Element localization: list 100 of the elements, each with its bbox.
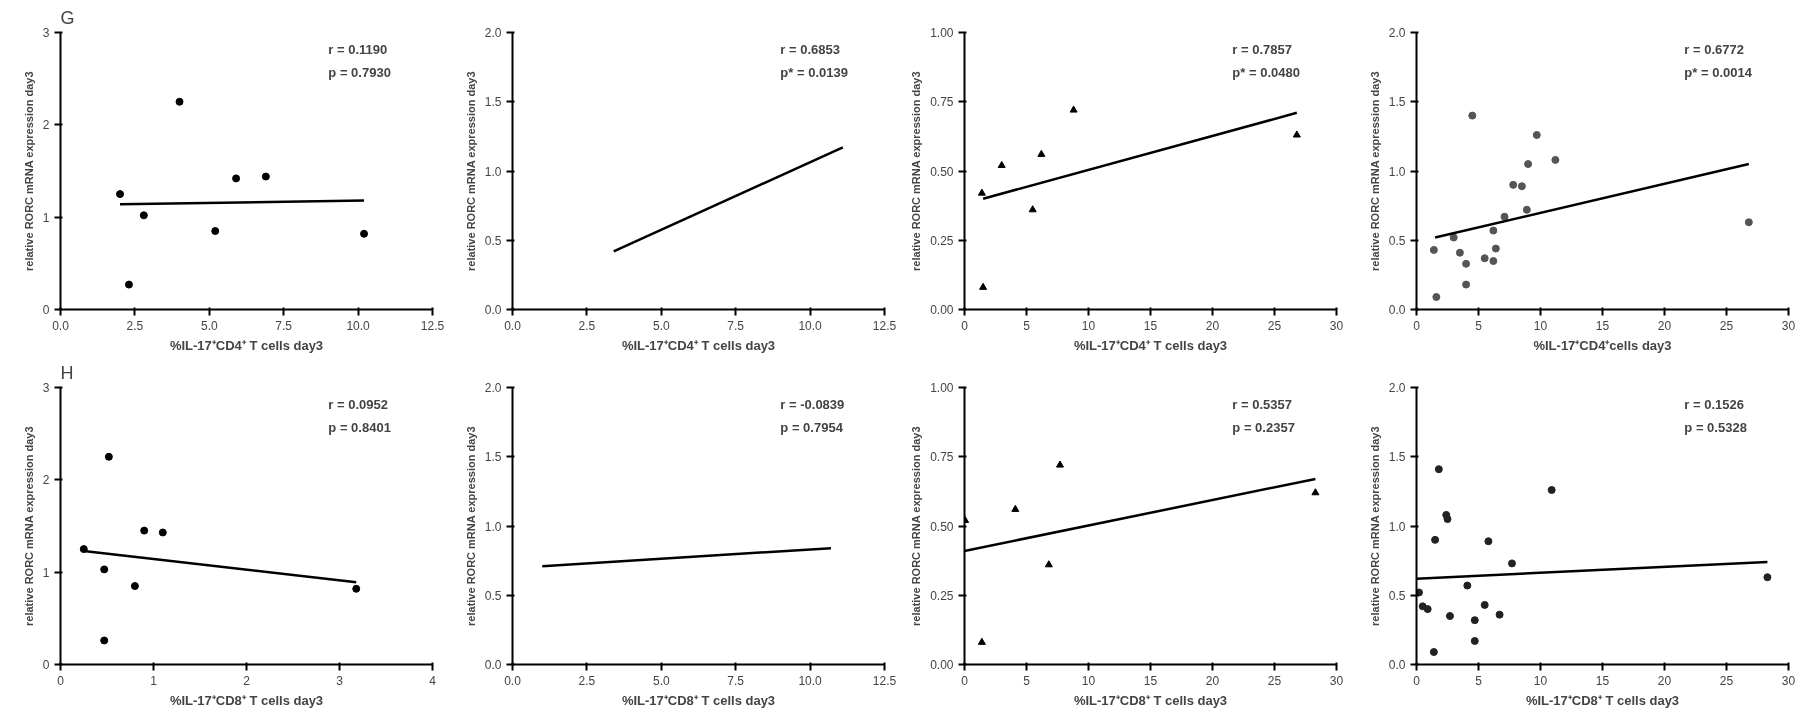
x-tick-label: 2 — [243, 673, 251, 688]
x-tick-label: 0 — [961, 318, 969, 333]
x-tick-label: 5 — [1023, 673, 1031, 688]
y-tick-label: 1.0 — [484, 519, 502, 534]
x-tick-label: 5 — [1023, 318, 1031, 333]
x-tick-label: 12.5 — [872, 673, 897, 688]
x-tick-label: 15 — [1595, 318, 1610, 333]
x-tick-label: 25 — [1267, 673, 1282, 688]
y-tick-label: 0 — [42, 658, 50, 672]
chart-title: H — [60, 362, 74, 383]
y-axis-title: relative RORC mRNA expression day3 — [1368, 71, 1381, 271]
y-tick-label: 0 — [42, 303, 50, 317]
x-tick-label: 7.5 — [727, 318, 745, 333]
x-tick-label: 2.5 — [126, 318, 144, 333]
x-tick-label: 30 — [1781, 673, 1796, 688]
y-tick-label: 0.0 — [1388, 658, 1406, 672]
y-axis-title: relative RORC mRNA expression day3 — [22, 426, 35, 626]
annotation: p* = 0.0014 — [1684, 65, 1753, 81]
annotation: r = 0.5357 — [1232, 396, 1292, 412]
x-tick-label: 2.5 — [578, 318, 596, 333]
y-tick-label: 0.5 — [484, 233, 502, 248]
y-tick-label: 1.00 — [930, 381, 954, 395]
annotation: p = 0.8401 — [328, 420, 391, 436]
y-tick-label: 1.5 — [1388, 450, 1406, 465]
x-tick-label: 20 — [1205, 673, 1220, 688]
x-tick-label: 10 — [1081, 318, 1096, 333]
annotation: p* = 0.0139 — [780, 65, 848, 81]
y-tick-label: 0.75 — [930, 450, 954, 465]
y-tick-label: 1 — [42, 565, 50, 580]
y-tick-label: 1.5 — [484, 95, 502, 110]
annotation: p = 0.2357 — [1232, 420, 1295, 436]
x-tick-label: 5 — [1475, 318, 1483, 333]
x-tick-label: 0.0 — [504, 673, 522, 688]
annotation: r = 0.6853 — [780, 41, 840, 57]
x-tick-label: 10 — [1081, 673, 1096, 688]
y-axis-title: relative RORC mRNA expression day3 — [910, 71, 923, 271]
x-tick-label: 12.5 — [872, 318, 897, 333]
annotation: p* = 0.0480 — [1232, 65, 1300, 81]
x-tick-label: 0.0 — [52, 318, 70, 333]
x-tick-label: 7.5 — [727, 673, 745, 688]
annotation: p = 0.7930 — [328, 65, 391, 81]
y-tick-label: 0.50 — [930, 164, 954, 179]
x-tick-label: 30 — [1781, 318, 1796, 333]
y-tick-label: 1.5 — [484, 450, 502, 465]
y-tick-label: 0.5 — [1388, 233, 1406, 248]
y-tick-label: 1.0 — [1388, 164, 1406, 179]
x-tick-label: 5 — [1475, 673, 1483, 688]
y-tick-label: 3 — [42, 26, 50, 40]
annotation: r = 0.0952 — [328, 396, 388, 412]
x-axis-title: %IL-17⁺CD4⁺ T cells day3 — [169, 337, 324, 353]
annotation: r = 0.6772 — [1684, 41, 1744, 57]
x-tick-label: 12.5 — [420, 318, 445, 333]
y-axis-title: relative RORC mRNA expression day3 — [464, 426, 477, 626]
x-tick-label: 10 — [1533, 673, 1548, 688]
y-tick-label: 0.50 — [930, 519, 954, 534]
y-tick-label: 2.0 — [1388, 381, 1406, 395]
x-tick-label: 5.0 — [652, 673, 670, 688]
x-tick-label: 25 — [1267, 318, 1282, 333]
y-axis-title: relative RORC mRNA expression day3 — [464, 71, 477, 271]
y-tick-label: 1.5 — [1388, 95, 1406, 110]
x-axis-title: %IL-17⁺CD8⁺ T cells day3 — [621, 692, 776, 708]
y-tick-label: 1 — [42, 210, 50, 225]
x-axis-title: %IL-17⁺CD8⁺ T cells day3 — [1073, 692, 1228, 708]
y-tick-label: 1.0 — [484, 164, 502, 179]
annotation: p = 0.5328 — [1684, 420, 1747, 436]
x-tick-label: 0 — [1413, 673, 1421, 688]
y-tick-label: 0.25 — [930, 233, 954, 248]
x-tick-label: 20 — [1657, 318, 1672, 333]
y-tick-label: 0.00 — [930, 303, 954, 317]
x-axis-title: %IL-17⁺CD4⁺cells day3 — [1533, 337, 1672, 353]
x-axis-title: %IL-17⁺CD8⁺ T cells day3 — [169, 692, 324, 708]
x-tick-label: 0 — [1413, 318, 1421, 333]
annotation: p = 0.7954 — [780, 420, 844, 436]
y-tick-label: 3 — [42, 381, 50, 395]
x-tick-label: 2.5 — [578, 673, 596, 688]
x-tick-label: 10 — [1533, 318, 1548, 333]
y-tick-label: 2.0 — [484, 381, 502, 395]
y-axis-title: relative RORC mRNA expression day3 — [1368, 426, 1381, 626]
y-tick-label: 0.0 — [1388, 303, 1406, 317]
x-axis-title: %IL-17⁺CD8⁺ T cells day3 — [1525, 692, 1680, 708]
x-tick-label: 3 — [336, 673, 344, 688]
x-tick-label: 7.5 — [275, 318, 293, 333]
x-tick-label: 0.0 — [504, 318, 522, 333]
y-tick-label: 2.0 — [1388, 26, 1406, 40]
x-tick-label: 30 — [1329, 318, 1344, 333]
x-tick-label: 30 — [1329, 673, 1344, 688]
y-tick-label: 2 — [42, 473, 50, 488]
x-tick-label: 25 — [1719, 673, 1734, 688]
y-tick-label: 0.0 — [484, 658, 502, 672]
annotation: r = 0.7857 — [1232, 41, 1292, 57]
x-axis-title: %IL-17⁺CD4⁺ T cells day3 — [621, 337, 776, 353]
y-tick-label: 0.75 — [930, 95, 954, 110]
y-tick-label: 2 — [42, 118, 50, 133]
x-tick-label: 20 — [1657, 673, 1672, 688]
x-axis-title: %IL-17⁺CD4⁺ T cells day3 — [1073, 337, 1228, 353]
x-tick-label: 20 — [1205, 318, 1220, 333]
x-tick-label: 10.0 — [346, 318, 371, 333]
x-tick-label: 1 — [150, 673, 158, 688]
x-tick-label: 25 — [1719, 318, 1734, 333]
x-tick-label: 15 — [1595, 673, 1610, 688]
